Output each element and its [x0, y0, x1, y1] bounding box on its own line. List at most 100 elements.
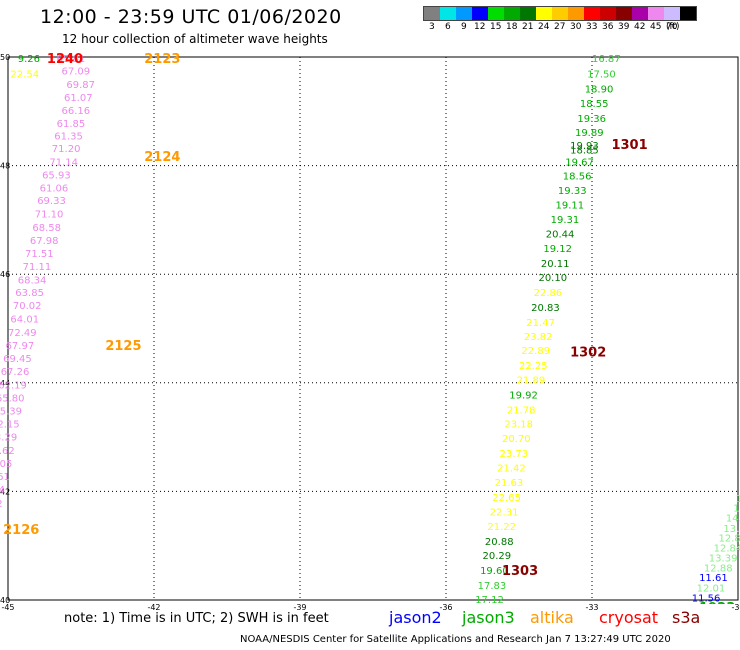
wave-height-value: 20.10 [538, 273, 567, 284]
wave-height-value: 12.84 [714, 543, 740, 554]
lon-tick-label: -30 [731, 603, 740, 612]
wave-height-value: 65.81 [57, 54, 86, 65]
legend-label: 24 [538, 22, 550, 32]
wave-height-value: 12.01 [697, 584, 726, 595]
wave-height-value: 21.78 [507, 405, 536, 416]
legend-label: 3 [429, 22, 435, 32]
wave-height-value: 12.80 [719, 534, 740, 545]
legend-label: 27 [554, 22, 566, 32]
wave-height-value: 61.07 [64, 93, 93, 104]
wave-height-value: 65.93 [42, 170, 71, 181]
lon-tick-label: -33 [585, 603, 598, 612]
wave-height-value: 21.22 [487, 522, 516, 533]
legend-label: 18 [506, 22, 518, 32]
wave-height-value: 21.63 [495, 478, 524, 489]
wave-height-value: 61.06 [40, 183, 69, 194]
wave-height-value: 71.20 [52, 144, 81, 155]
legend-label: 15 [490, 22, 502, 32]
legend-swatch [552, 7, 568, 20]
wave-height-value: 19.67 [565, 157, 594, 168]
satellite-label-s3a: s3a [672, 608, 701, 627]
legend-swatch [680, 7, 696, 20]
wave-height-value: 67.97 [6, 341, 35, 352]
footnote: note: 1) Time is in UTC; 2) SWH is in fe… [64, 611, 329, 626]
credit-line: NOAA/NESDIS Center for Satellite Applica… [240, 634, 671, 645]
legend-swatch [504, 7, 520, 20]
wave-height-value: 11.56 [692, 593, 721, 604]
lon-tick-label: -39 [293, 603, 306, 612]
legend-swatch [456, 7, 472, 20]
wave-height-value: 19.12 [543, 244, 572, 255]
legend-swatch [568, 7, 584, 20]
legend-label: 6 [445, 22, 451, 32]
wave-height-value: 63.85 [15, 288, 44, 299]
wave-height-value: 62.19 [0, 380, 27, 391]
wave-height-value: 23.73 [500, 449, 529, 460]
wave-height-value: 61.85 [57, 119, 86, 130]
wave-height-value: 19.36 [577, 114, 606, 125]
wave-height-value: 68.58 [32, 223, 61, 234]
wave-height-value: 67.92 [0, 499, 3, 510]
wave-height-value: 21.47 [526, 318, 555, 329]
wave-height-value: 22.65 [492, 493, 521, 504]
legend-swatch [584, 7, 600, 20]
legend-unit: (ft) [666, 22, 680, 32]
wave-height-value: 77.05 [0, 459, 12, 470]
legend-label: 70 [666, 22, 678, 32]
wave-height-value: 12.07 [687, 603, 716, 614]
pass-time-label: 1302 [570, 345, 606, 360]
wave-height-value: 22.54 [10, 69, 39, 80]
wave-height-value: 22.25 [519, 361, 548, 372]
lat-tick-label: 48 [0, 162, 10, 171]
lat-tick-label: 44 [0, 379, 10, 388]
satellite-label-cryosat: cryosat [599, 608, 659, 627]
wave-height-value: 21.42 [497, 464, 526, 475]
legend-label: 12 [474, 22, 486, 32]
pass-time-label: 2126 [3, 523, 39, 538]
wave-height-value: 75.61 [0, 472, 10, 483]
legend-swatch [648, 7, 664, 20]
wave-height-value: 71.51 [25, 249, 54, 260]
lat-tick-label: 46 [0, 270, 10, 279]
legend-swatch [616, 7, 632, 20]
wave-height-value: 16.87 [592, 54, 621, 65]
pass-time-label: 1301 [611, 138, 647, 153]
pass-time-label: 2123 [144, 52, 180, 67]
wave-height-value: 72.49 [8, 328, 37, 339]
wave-height-value: 12.53 [736, 494, 740, 505]
wave-height-value: 20.44 [546, 229, 575, 240]
wave-height-value: 72.15 [0, 420, 20, 431]
pass-time-label: 2124 [144, 150, 180, 165]
legend-label: 21 [522, 22, 534, 32]
wave-height-value: 13.60 [723, 524, 740, 535]
wave-height-value: 65.80 [0, 393, 24, 404]
wave-height-value: 67.98 [30, 236, 59, 247]
wave-height-value: 18.85 [570, 145, 599, 156]
legend-label: 42 [634, 22, 646, 32]
legend-swatch [632, 7, 648, 20]
satellite-label-jason2: jason2 [389, 608, 442, 627]
lat-tick-label: 50 [0, 53, 10, 62]
wave-height-value: 19.31 [551, 215, 580, 226]
wave-height-value: 22.86 [534, 288, 563, 299]
wave-height-value: 69.87 [66, 80, 95, 91]
satellite-label-jason3: jason3 [462, 608, 515, 627]
wave-height-value: 71.10 [35, 209, 64, 220]
wave-height-value: 21.89 [517, 376, 546, 387]
legend-swatch [488, 7, 504, 20]
wave-height-value: 61.35 [54, 132, 83, 143]
legend-label: 9 [461, 22, 467, 32]
legend-swatch [424, 7, 440, 20]
wave-height-value: 65.74 [0, 485, 5, 496]
wave-height-value: 19.11 [556, 201, 585, 212]
wave-height-value: 13.3 [733, 504, 740, 515]
legend-label: 39 [618, 22, 630, 32]
wave-height-value: 72.62 [0, 446, 15, 457]
wave-height-value: 19.89 [575, 128, 604, 139]
lat-tick-label: 42 [0, 487, 10, 496]
wave-height-value: 20.29 [483, 551, 512, 562]
legend-swatch [520, 7, 536, 20]
pass-time-label: 1923 [699, 601, 735, 616]
legend-swatch [600, 7, 616, 20]
